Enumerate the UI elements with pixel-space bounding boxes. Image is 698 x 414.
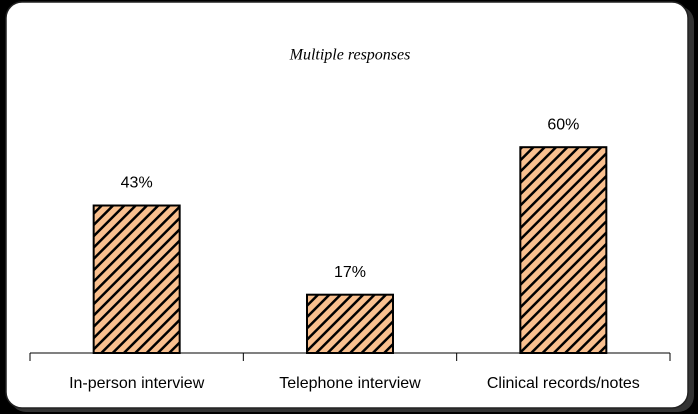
bar (92, 204, 181, 354)
x-tick-label: In-person interview (69, 375, 205, 392)
value-label: 60% (547, 116, 579, 133)
x-tick-label: Telephone interview (279, 375, 421, 392)
value-label: 17% (334, 264, 366, 281)
value-label: 43% (121, 175, 153, 192)
chart-subtitle: Multiple responses (289, 47, 411, 64)
bar (306, 293, 394, 355)
bar (519, 146, 608, 354)
x-tick-label: Clinical records/notes (487, 375, 640, 392)
